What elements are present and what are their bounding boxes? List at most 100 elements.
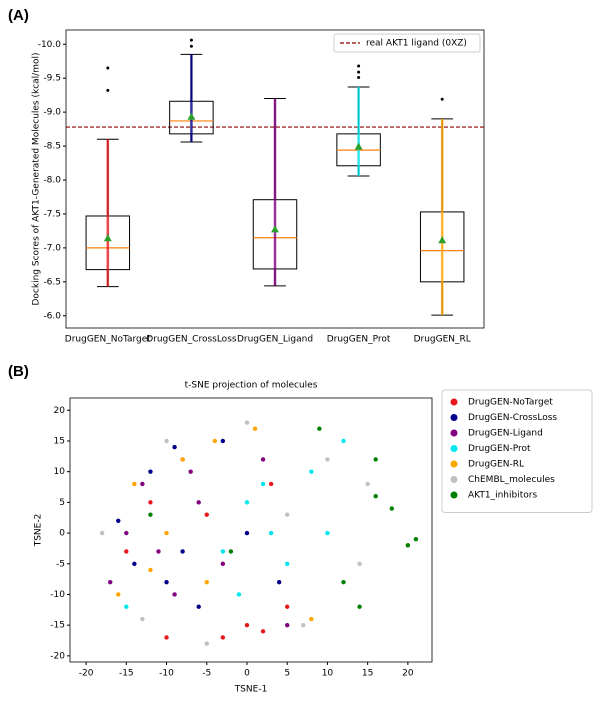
- x-tick-label: -20: [79, 669, 94, 679]
- point: [148, 512, 153, 517]
- legend-box: [441, 389, 593, 513]
- y-tick-label: -7.5: [43, 209, 61, 219]
- y-axis-label: TSNE-2: [34, 514, 44, 548]
- flier: [106, 66, 110, 70]
- legend-marker: [450, 460, 458, 468]
- point: [252, 426, 258, 431]
- point: [180, 457, 185, 462]
- category-label: DrugGEN_CrossLoss: [146, 335, 237, 345]
- point: [132, 561, 137, 566]
- x-tick-label: 10: [322, 669, 334, 679]
- point: [124, 530, 129, 536]
- x-tick-label: 0: [244, 669, 250, 679]
- point: [260, 629, 266, 634]
- point: [268, 530, 274, 536]
- point: [228, 549, 234, 554]
- point: [164, 635, 169, 640]
- flier: [357, 70, 361, 74]
- point: [220, 635, 226, 640]
- legend-marker: [450, 445, 458, 452]
- legend-label: AKT1_inhibitors: [468, 491, 537, 501]
- legend-marker: [450, 476, 458, 483]
- point: [357, 561, 362, 566]
- point: [236, 592, 242, 597]
- category-label: DrugGEN_RL: [414, 335, 471, 345]
- mean-marker: [354, 142, 363, 150]
- panel-label: (B): [8, 363, 29, 380]
- x-tick-label: -10: [159, 669, 174, 679]
- point: [365, 481, 370, 487]
- legend-label: real AKT1 ligand (0XZ): [366, 39, 467, 49]
- flier: [106, 88, 110, 92]
- point: [140, 481, 145, 487]
- point: [244, 500, 250, 505]
- point: [188, 469, 193, 474]
- mean-marker: [271, 225, 279, 233]
- x-tick-label: -5: [202, 669, 211, 679]
- point: [108, 579, 113, 585]
- x-axis-label: TSNE-1: [234, 685, 268, 695]
- point: [164, 579, 169, 585]
- point: [244, 420, 250, 425]
- point: [285, 604, 290, 609]
- point: [413, 537, 419, 542]
- y-tick-label: -15: [50, 621, 65, 631]
- flier: [357, 76, 361, 80]
- point: [309, 469, 314, 474]
- y-tick-label: -8.0: [43, 176, 61, 186]
- point: [276, 579, 282, 585]
- x-tick-label: 20: [402, 669, 414, 679]
- point: [220, 438, 226, 444]
- y-tick-label: -10.0: [38, 40, 62, 50]
- point: [309, 616, 314, 622]
- point: [172, 592, 177, 597]
- flier: [189, 44, 193, 48]
- point: [341, 579, 346, 585]
- y-tick-label: -9.5: [43, 74, 61, 84]
- x-tick-label: -15: [119, 669, 134, 679]
- point: [212, 438, 217, 444]
- point: [317, 426, 322, 431]
- y-tick-label: -5: [56, 559, 65, 569]
- point: [220, 549, 226, 554]
- point: [285, 622, 290, 628]
- point: [373, 457, 378, 462]
- legend-label: DrugGEN-RL: [468, 460, 524, 470]
- point: [260, 457, 266, 462]
- point: [325, 457, 330, 462]
- point: [244, 622, 250, 628]
- panel-label: (A): [8, 7, 29, 24]
- y-tick-label: -10: [50, 590, 65, 600]
- point: [116, 518, 121, 523]
- x-tick-label: 5: [284, 669, 290, 679]
- point: [357, 604, 362, 609]
- point: [164, 438, 169, 444]
- legend-marker: [450, 429, 458, 437]
- point: [373, 494, 378, 499]
- y-tick-label: -9.0: [43, 108, 61, 118]
- mean-marker: [187, 112, 196, 120]
- y-tick-label: -7.0: [43, 243, 61, 253]
- point: [285, 512, 290, 517]
- point: [204, 579, 209, 585]
- category-label: DrugGEN_Ligand: [237, 335, 313, 345]
- y-tick-label: 15: [54, 436, 65, 446]
- point: [285, 561, 290, 566]
- legend-label: DrugGEN-CrossLoss: [468, 413, 557, 423]
- point: [156, 549, 161, 554]
- plot-frame: [69, 397, 433, 663]
- y-tick-label: -6.0: [43, 311, 61, 321]
- point: [301, 622, 306, 628]
- y-tick-label: 5: [59, 498, 65, 508]
- y-axis-label: Docking Scores of AKT1-Generated Molecul…: [32, 53, 42, 306]
- legend-marker: [450, 414, 458, 421]
- point: [180, 549, 185, 554]
- mean-marker: [103, 234, 112, 242]
- point: [244, 530, 250, 536]
- point: [148, 500, 153, 505]
- point: [116, 592, 121, 597]
- mean-marker: [438, 236, 447, 244]
- point: [325, 530, 330, 536]
- point: [172, 444, 177, 450]
